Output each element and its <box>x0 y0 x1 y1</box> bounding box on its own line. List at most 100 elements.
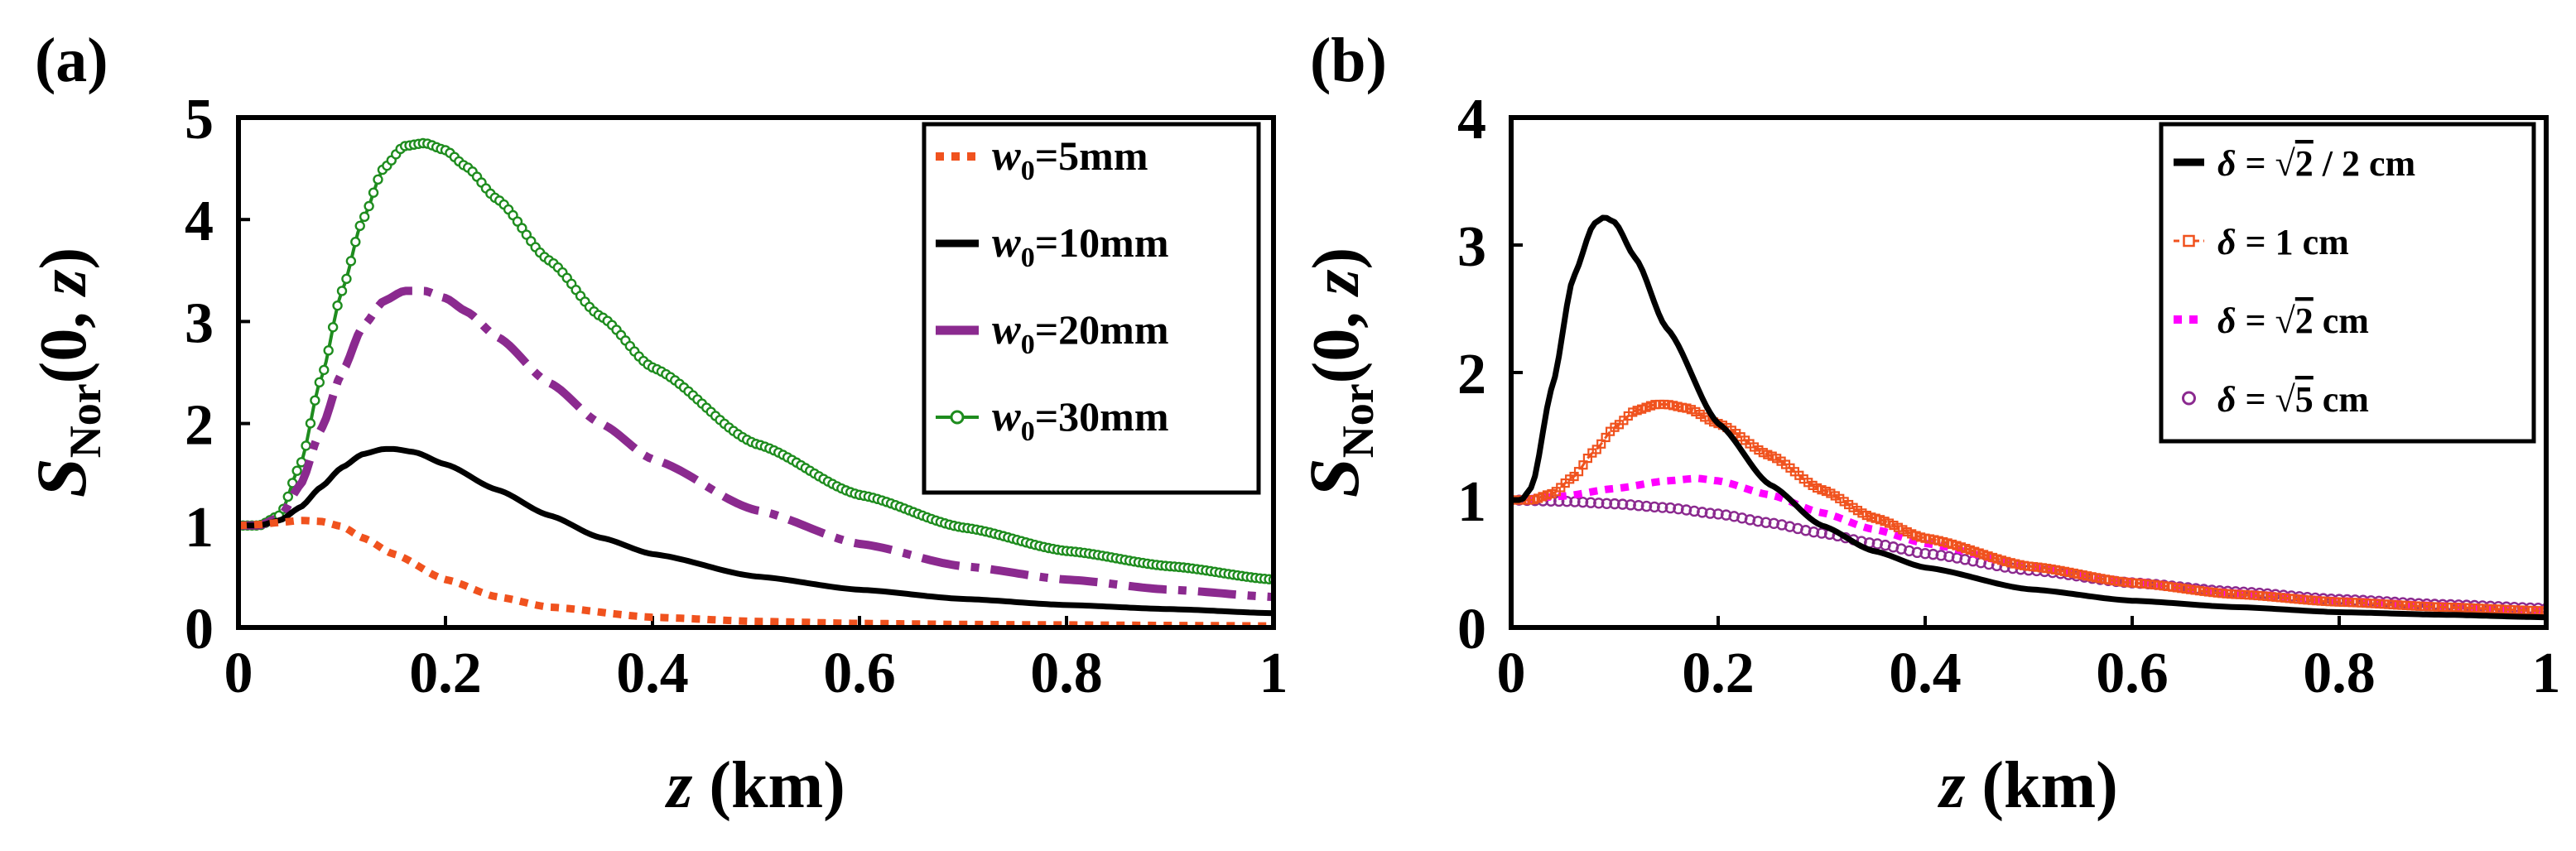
y-axis-label: SNor(0, z) <box>1294 248 1383 498</box>
data-marker <box>368 187 379 198</box>
data-marker <box>364 200 374 212</box>
data-marker <box>301 440 311 451</box>
data-marker <box>1927 548 1939 560</box>
data-marker <box>350 237 361 248</box>
legend-label: w0=20mm <box>992 306 1168 360</box>
panel-a: (a) 0 0.2 0.4 0.6 0.8 1 0 1 2 3 4 5 z (km) SNor(0, z) w… <box>22 26 1288 822</box>
series-δ = √5 cm <box>1511 494 2546 614</box>
legend-label: δ = √2 cm <box>2217 300 2369 341</box>
y-tick-label: 2 <box>185 394 214 458</box>
series-δ = 1 cm <box>1511 399 2546 616</box>
data-marker <box>359 211 370 223</box>
data-marker <box>319 364 330 376</box>
legend: δ = √2 / 2 cm δ = 1 cm δ = √2 cm δ = √5 cm <box>2159 122 2536 444</box>
data-marker <box>336 286 348 296</box>
legend-marker <box>2182 391 2196 406</box>
data-marker <box>1585 497 1596 508</box>
data-marker <box>1561 495 1573 507</box>
data-marker <box>2541 606 2546 616</box>
data-marker <box>1697 507 1708 518</box>
y-axis-label: SNor(0, z) <box>22 248 110 498</box>
x-tick-label: 0 <box>224 642 253 705</box>
series-w0=30mm <box>238 137 1274 585</box>
legend-label: δ = √2 / 2 cm <box>2217 143 2415 184</box>
legend-label: w0=5mm <box>992 132 1148 186</box>
series-line <box>238 517 1274 627</box>
x-axis-label: z (km) <box>664 749 845 822</box>
series-δ = √2 / 2 cm <box>1511 214 2546 621</box>
plot-frame <box>1509 115 2549 630</box>
data-marker <box>1649 501 1660 513</box>
legend-label: δ = 1 cm <box>2217 222 2349 262</box>
data-marker <box>327 322 339 333</box>
x-tick-label: 0.2 <box>409 642 482 705</box>
series-w0=5mm <box>238 517 1274 627</box>
series-line <box>238 445 1274 617</box>
legend-marker <box>950 410 965 425</box>
series-line <box>1511 214 2546 621</box>
series-δ = √2 cm <box>1511 474 2546 615</box>
x-tick-label: 0.4 <box>1889 642 1962 705</box>
x-tick-label: 0 <box>1497 642 1526 705</box>
series-line <box>238 286 1274 601</box>
y-tick-label: 3 <box>1457 215 1486 279</box>
data-marker <box>1712 508 1724 520</box>
data-marker <box>1664 502 1677 514</box>
legend: w0=5mm w0=10mm w0=20mm w0=30mm <box>922 122 1261 495</box>
data-marker <box>332 300 343 311</box>
plot-frame <box>236 115 1276 630</box>
legend-label: w0=30mm <box>992 393 1168 447</box>
data-marker <box>310 395 320 406</box>
y-tick-label: 2 <box>1457 343 1486 406</box>
series-w0=10mm <box>238 445 1274 617</box>
data-marker <box>517 223 527 233</box>
data-marker <box>1919 547 1931 560</box>
x-tick-label: 1 <box>2532 642 2561 705</box>
y-tick-label: 3 <box>185 291 214 355</box>
data-marker <box>354 220 365 232</box>
legend-box <box>2159 122 2536 444</box>
y-tick-label: 1 <box>1457 470 1486 534</box>
data-marker <box>1633 500 1644 512</box>
data-marker <box>1593 498 1605 509</box>
x-axis-label: z (km) <box>1937 749 2118 822</box>
legend-label: w0=10mm <box>992 219 1168 273</box>
y-tick-label: 1 <box>185 496 214 560</box>
series-w0=20mm <box>238 286 1274 601</box>
x-tick-label: 0.6 <box>2096 642 2169 705</box>
data-marker <box>323 345 334 356</box>
legend-label: δ = √5 cm <box>2217 379 2369 420</box>
data-marker <box>1760 517 1772 528</box>
data-marker <box>1609 498 1620 510</box>
x-tick-label: 0.2 <box>1682 642 1755 705</box>
y-tick-label: 4 <box>185 190 214 253</box>
panel-label: (b) <box>1310 26 1387 95</box>
data-marker <box>282 491 293 502</box>
x-tick-label: 0.8 <box>2303 642 2376 705</box>
data-marker <box>1640 500 1653 512</box>
y-tick-label: 0 <box>1457 598 1486 661</box>
data-marker <box>1656 502 1668 513</box>
series-line <box>1511 474 2546 615</box>
x-tick-label: 0.4 <box>616 642 689 705</box>
legend-box <box>922 122 1261 495</box>
data-marker <box>373 174 383 185</box>
data-marker <box>1601 498 1613 509</box>
y-tick-label: 4 <box>1457 88 1486 151</box>
legend-marker <box>2183 234 2195 248</box>
data-marker <box>314 377 325 388</box>
x-tick-label: 1 <box>1259 642 1288 705</box>
y-tick-label: 0 <box>185 598 214 661</box>
data-marker <box>1704 507 1717 519</box>
y-tick-label: 5 <box>185 88 214 151</box>
panel-b: (b) 0 0.2 0.4 0.6 0.8 1 0 1 2 3 4 z (km) SNor(0, z) δ … <box>1294 26 2561 822</box>
data-marker <box>1625 499 1636 511</box>
data-marker <box>341 273 352 285</box>
x-tick-label: 0.8 <box>1030 642 1103 705</box>
data-marker <box>1577 496 1589 508</box>
data-marker <box>305 418 316 429</box>
data-marker <box>345 256 357 267</box>
data-marker <box>1616 498 1629 510</box>
data-marker <box>291 465 302 476</box>
